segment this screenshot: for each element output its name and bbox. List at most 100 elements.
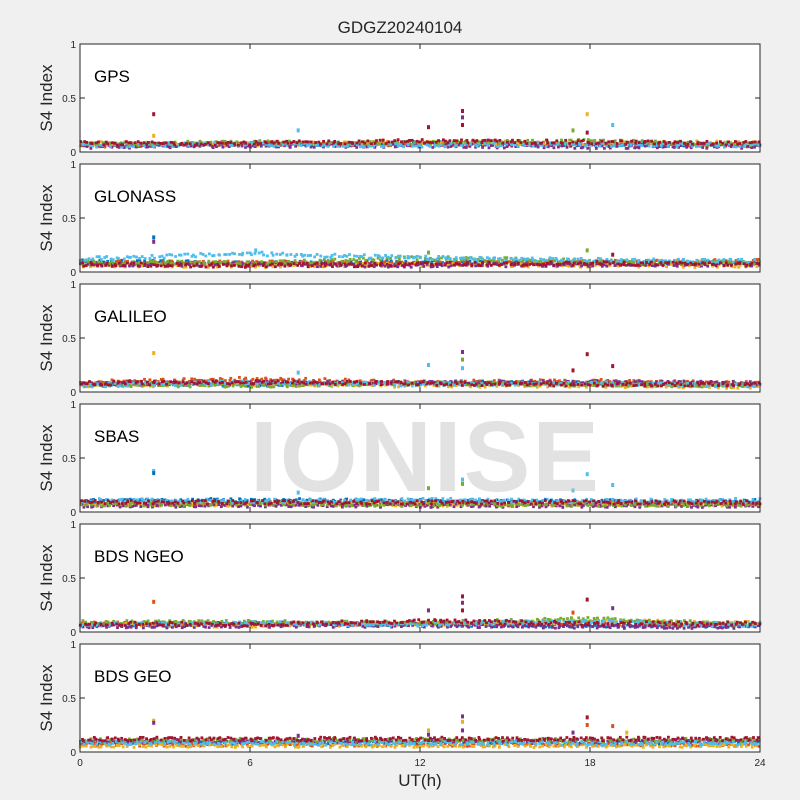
data-point — [376, 256, 380, 260]
data-point — [599, 381, 603, 385]
data-point — [218, 141, 222, 145]
data-point — [136, 140, 140, 144]
data-point — [576, 257, 580, 261]
data-point — [159, 142, 163, 145]
data-point — [441, 142, 444, 146]
data-point — [367, 265, 371, 268]
data-point — [354, 384, 358, 387]
data-point — [109, 257, 113, 261]
data-point — [274, 381, 277, 384]
data-point — [686, 384, 690, 388]
data-point — [301, 384, 305, 388]
data-point — [241, 251, 245, 255]
data-point — [315, 261, 319, 265]
data-point — [557, 143, 561, 147]
data-point — [112, 261, 115, 265]
data-point — [651, 141, 655, 145]
data-point — [159, 378, 163, 381]
data-point — [462, 145, 466, 149]
data-point — [469, 385, 473, 389]
data-point — [402, 145, 405, 149]
data-point — [423, 261, 427, 265]
data-point — [174, 255, 177, 258]
data-point — [106, 383, 110, 387]
data-point — [155, 261, 159, 265]
data-point — [552, 384, 556, 388]
data-point — [731, 379, 735, 383]
data-point — [701, 144, 705, 147]
data-point — [351, 142, 354, 145]
data-point — [186, 252, 190, 256]
data-point — [735, 382, 739, 386]
data-point — [288, 146, 292, 149]
data-point — [348, 258, 352, 261]
data-point — [152, 145, 156, 148]
data-point — [445, 382, 449, 386]
data-point — [511, 138, 514, 142]
data-point — [682, 144, 686, 148]
data-point — [522, 263, 526, 267]
data-point — [468, 256, 472, 259]
data-point — [717, 383, 720, 387]
data-point — [640, 139, 644, 142]
data-point — [250, 253, 253, 256]
data-point — [112, 379, 116, 383]
data-point — [724, 261, 728, 265]
data-point — [698, 260, 702, 264]
data-point — [747, 261, 750, 265]
data-point — [388, 264, 392, 267]
data-point — [448, 381, 451, 385]
data-point — [163, 144, 167, 148]
data-point — [153, 256, 156, 260]
data-point — [567, 264, 571, 268]
data-point — [404, 262, 407, 266]
data-point — [173, 384, 177, 387]
data-point — [189, 260, 193, 264]
data-point — [340, 260, 344, 263]
data-point — [664, 383, 668, 387]
data-point — [513, 141, 517, 144]
data-point — [150, 140, 154, 144]
data-point — [183, 382, 187, 386]
spike-point — [611, 123, 615, 127]
data-point — [197, 381, 201, 385]
data-point — [221, 384, 225, 388]
data-point — [490, 259, 494, 262]
data-point — [691, 263, 695, 266]
data-point — [297, 139, 301, 143]
data-point — [532, 263, 535, 267]
data-point — [211, 382, 215, 386]
data-point — [321, 141, 325, 145]
data-point — [179, 262, 183, 266]
data-point — [700, 385, 704, 389]
data-point — [157, 141, 161, 145]
data-point — [200, 261, 203, 265]
data-point — [209, 497, 213, 500]
data-point — [136, 262, 139, 265]
data-point — [468, 145, 472, 148]
data-point — [571, 379, 575, 383]
data-point — [337, 142, 341, 146]
data-point — [149, 382, 153, 385]
data-point — [192, 253, 195, 257]
data-point — [226, 382, 229, 385]
data-point — [709, 380, 713, 383]
data-point — [215, 261, 219, 265]
data-point — [82, 142, 86, 146]
data-point — [122, 384, 126, 387]
data-point — [643, 140, 647, 143]
data-point — [604, 385, 608, 389]
data-point — [637, 265, 641, 269]
data-point — [344, 140, 347, 144]
data-point — [355, 141, 359, 145]
data-point — [285, 139, 288, 143]
data-point — [430, 260, 434, 264]
data-point — [742, 141, 746, 144]
data-point — [626, 142, 629, 146]
data-point — [604, 144, 608, 148]
data-point — [309, 142, 313, 145]
data-point — [138, 257, 141, 260]
data-point — [468, 383, 471, 387]
data-point — [256, 142, 260, 146]
data-point — [230, 264, 233, 268]
